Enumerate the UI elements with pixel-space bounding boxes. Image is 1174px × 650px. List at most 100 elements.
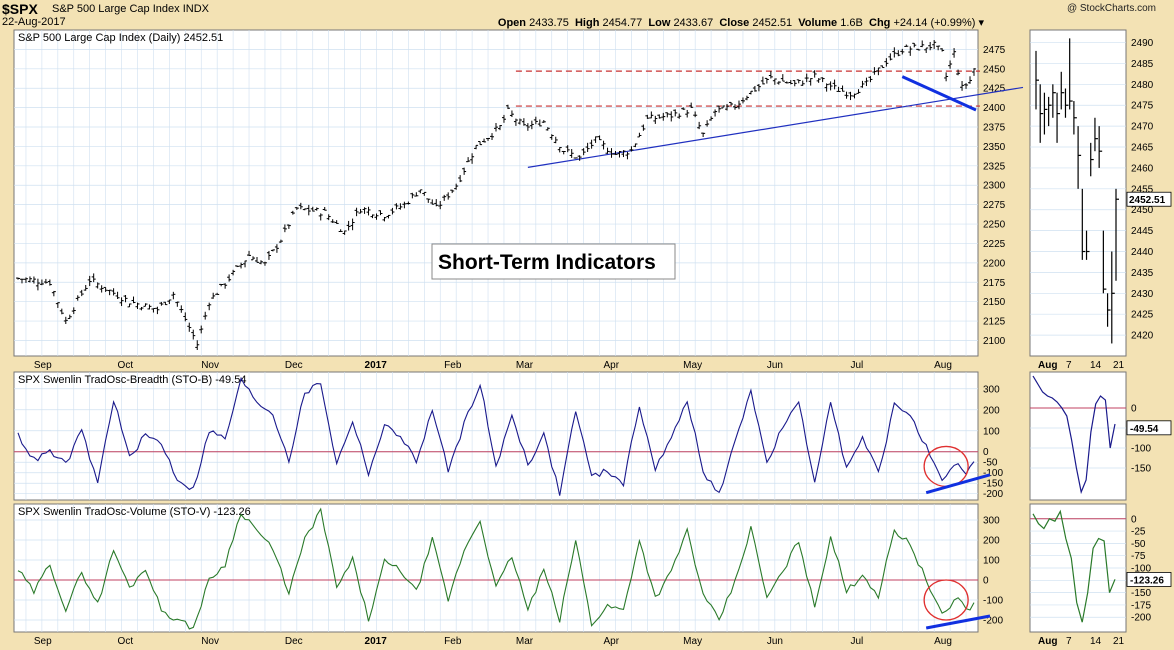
month-label: Aug [934, 636, 952, 647]
price-bar [828, 81, 833, 91]
y-tick-label: -200 [983, 489, 1003, 500]
price-bar [517, 118, 522, 125]
price-bar [609, 148, 614, 158]
price-bar [705, 120, 710, 127]
price-bar [374, 213, 379, 220]
price-bar [816, 78, 821, 83]
panel-title-1: SPX Swenlin TradOsc-Breadth (STO-B) -49.… [18, 374, 246, 386]
zoom-series-line [1032, 509, 1116, 623]
price-bar [501, 114, 506, 123]
price-bar [673, 109, 678, 117]
price-bar [876, 67, 881, 76]
price-bar [430, 199, 435, 205]
zoom-y-tick-label: -100 [1131, 564, 1151, 575]
zoom-y-tick-label: 2470 [1131, 122, 1154, 133]
zoom-y-tick-label: 2450 [1131, 205, 1154, 216]
price-bar [577, 155, 582, 161]
price-bar [669, 111, 674, 122]
price-bar [151, 307, 156, 313]
annotation-box [431, 243, 676, 280]
zoom-price-bar [1043, 92, 1048, 135]
symbol: $SPX [2, 1, 38, 17]
price-bar [179, 305, 184, 313]
y-tick-label: 200 [983, 536, 1000, 547]
y-tick-label: 2475 [983, 45, 1006, 56]
y-tick-label: 2450 [983, 64, 1006, 75]
price-bar [565, 145, 570, 153]
annotation-line [925, 473, 991, 495]
zoom-price-bar [1039, 84, 1044, 143]
price-bar [83, 284, 88, 291]
y-tick-label: 100 [983, 426, 1000, 437]
month-label: Aug [934, 360, 952, 371]
price-bar [553, 136, 558, 144]
price-bar [968, 76, 973, 84]
price-bar [163, 301, 168, 306]
price-bar [135, 302, 140, 309]
price-bar [466, 157, 471, 163]
y-tick-label: 2250 [983, 220, 1006, 231]
price-bar [820, 77, 825, 83]
price-bar [748, 90, 753, 95]
dropdown-arrow-icon[interactable]: ▾ [978, 17, 984, 29]
price-bar [326, 214, 331, 221]
price-bar [597, 135, 602, 141]
price-bar [79, 289, 84, 297]
zoom-price-bar [1106, 293, 1111, 327]
price-bar [872, 67, 877, 75]
zoom-price-bar [1102, 230, 1107, 294]
price-bar [585, 142, 590, 152]
chg-label: Chg [869, 17, 891, 29]
price-bar [438, 201, 443, 210]
price-bar [772, 78, 777, 85]
price-bar [402, 201, 407, 209]
month-label: Feb [444, 360, 462, 371]
y-tick-label: -150 [983, 479, 1003, 490]
price-bar [697, 121, 702, 130]
price-bar [159, 301, 164, 306]
price-bar [892, 47, 897, 58]
zoom-price-bar [1090, 142, 1094, 177]
price-bar [605, 147, 610, 154]
price-bar [290, 210, 295, 215]
price-bar [278, 239, 283, 243]
annotation-circle [923, 579, 969, 621]
y-tick-label: 2350 [983, 142, 1006, 153]
month-label: Jun [767, 636, 783, 647]
price-bar [446, 192, 451, 200]
price-bar [832, 79, 837, 90]
price-bar [796, 79, 801, 84]
price-bar [294, 207, 299, 210]
price-bar [298, 202, 303, 210]
price-bar [382, 216, 387, 222]
last-price-tag [1126, 191, 1172, 207]
price-bar [944, 72, 949, 82]
zoom-y-tick-label: 2490 [1131, 38, 1154, 49]
price-bar [932, 40, 937, 49]
price-bar [183, 312, 188, 322]
month-label: Feb [444, 636, 462, 647]
price-bar [87, 275, 92, 287]
zoom-x-label: 14 [1090, 636, 1102, 647]
price-bar [478, 141, 483, 146]
zoom-panel-1 [1029, 371, 1127, 501]
month-label: Mar [516, 360, 534, 371]
month-label: May [683, 636, 702, 647]
price-bar [318, 213, 323, 221]
zoom-y-tick-label: 2485 [1131, 59, 1154, 70]
zoom-y-tick-label: 2430 [1131, 289, 1154, 300]
price-bar [545, 127, 550, 131]
price-bar [788, 80, 793, 85]
zoom-y-tick-label: 0 [1131, 514, 1137, 525]
y-tick-label: 2425 [983, 84, 1006, 95]
zoom-x-label: 7 [1066, 636, 1072, 647]
price-bar [880, 65, 885, 68]
price-bar [191, 329, 196, 340]
price-bar [227, 274, 232, 282]
month-label: Dec [285, 360, 303, 371]
month-label: Apr [604, 636, 620, 647]
last-value-tag [1126, 420, 1172, 436]
month-label: Apr [604, 360, 620, 371]
price-bar [414, 192, 419, 197]
